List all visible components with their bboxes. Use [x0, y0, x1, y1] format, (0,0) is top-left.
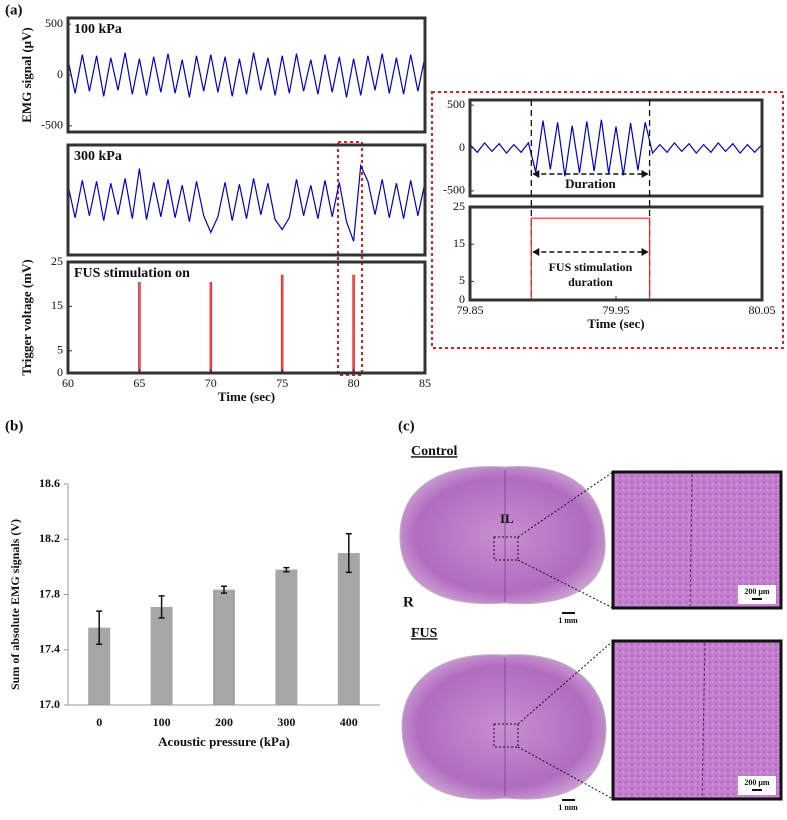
- y-tick-label: 17.8: [39, 586, 60, 600]
- error-bar: [158, 595, 165, 619]
- y-tick-label: 0: [57, 67, 63, 81]
- panel-label: (b): [5, 418, 23, 434]
- label-bg: [558, 177, 623, 193]
- y-tick-label: 17.0: [39, 697, 60, 711]
- bar: [88, 627, 111, 705]
- scale-label: 1 mm: [558, 616, 578, 625]
- scale-bg: [738, 776, 776, 795]
- y-tick-label: 5: [57, 343, 63, 357]
- plot-frame: [66, 260, 427, 375]
- scale-label: 200 μm: [744, 778, 770, 787]
- label-bg: [71, 148, 133, 165]
- y-tick-label: 5: [459, 273, 465, 287]
- error-bar: [221, 585, 227, 594]
- y-tick-label: 18.6: [39, 476, 60, 490]
- x-tick-label: 100: [153, 715, 171, 729]
- bar: [150, 606, 173, 705]
- brain-slice: [399, 466, 606, 605]
- y-axis-label: EMG signal (μV): [19, 27, 34, 122]
- group-label: Control: [411, 444, 458, 459]
- scale-label: 200 μm: [744, 587, 770, 596]
- y-tick-label: 15: [453, 236, 465, 250]
- y-axis-label: Sum of absolute EMG signals (V): [8, 519, 22, 690]
- x-tick-label: 80.05: [749, 303, 776, 317]
- annotation: FUS stimulation duration: [549, 260, 633, 289]
- signal-line: [67, 52, 426, 98]
- inset: [611, 639, 783, 801]
- roi: [493, 536, 519, 561]
- midline: [689, 473, 693, 607]
- connector: [517, 640, 614, 725]
- panel-title: FUS stimulation on: [74, 266, 190, 281]
- x-tick-label: 400: [340, 715, 358, 729]
- x-tick-label: 80: [348, 376, 360, 390]
- zoom-panel-box: [431, 91, 784, 349]
- y-tick-label: 25: [51, 254, 63, 268]
- x-tick-label: 70: [205, 376, 217, 390]
- x-tick-label: 300: [277, 715, 295, 729]
- x-axis-label: Acoustic pressure (kPa): [158, 734, 290, 749]
- plot-frame: [66, 143, 427, 257]
- x-axis-label: Time (sec): [218, 389, 275, 404]
- bar: [213, 589, 235, 705]
- side-label: R: [403, 594, 414, 610]
- error-bar: [96, 610, 103, 645]
- panel-title: 100 kPa: [74, 22, 122, 37]
- connector: [517, 471, 614, 538]
- panel-label: (a): [5, 2, 23, 18]
- y-tick-label: 25: [453, 199, 465, 213]
- bar: [275, 569, 298, 705]
- y-tick-label: -500: [41, 118, 63, 132]
- bar: [337, 553, 360, 705]
- x-tick-label: 79.85: [457, 303, 484, 317]
- y-tick-label: 0: [57, 365, 63, 379]
- region-label: IL: [500, 511, 514, 526]
- y-tick-label: -500: [443, 183, 465, 197]
- connector: [517, 559, 614, 609]
- y-tick-label: 17.4: [39, 642, 60, 656]
- error-bar: [283, 566, 290, 573]
- brain-slice: [401, 654, 607, 800]
- annotation: Duration: [565, 176, 616, 191]
- x-tick-label: 65: [133, 376, 145, 390]
- label-bg: [71, 265, 221, 282]
- plot-frame: [468, 205, 764, 302]
- x-tick-label: 60: [62, 376, 74, 390]
- x-tick-label: 85: [419, 376, 431, 390]
- scale-bg: [738, 585, 776, 604]
- signal-line: [68, 274, 425, 374]
- group-label: FUS: [411, 626, 438, 641]
- panel-title: 300 kPa: [74, 149, 122, 164]
- signal-line: [67, 163, 426, 242]
- roi: [493, 723, 519, 748]
- signal-line: [469, 119, 763, 177]
- y-tick-label: 0: [459, 140, 465, 154]
- y-tick-label: 18.2: [39, 531, 60, 545]
- y-axis-label: Trigger voltage (mV): [19, 259, 34, 375]
- label-bg: [71, 21, 133, 38]
- midline: [701, 642, 706, 798]
- histology-control: [399, 466, 783, 614]
- x-axis-label: Time (sec): [587, 316, 644, 331]
- x-tick-label: 79.95: [603, 303, 630, 317]
- y-tick-label: 0: [459, 292, 465, 306]
- scale-label: 1 mm: [558, 803, 578, 812]
- x-tick-label: 75: [276, 376, 288, 390]
- panel-label: (c): [398, 418, 415, 434]
- histology-fus: [401, 639, 783, 801]
- y-tick-label: 500: [447, 97, 465, 111]
- zoom-box: [337, 141, 363, 376]
- y-tick-label: 500: [45, 16, 63, 30]
- y-tick-label: 15: [51, 298, 63, 312]
- error-bar: [345, 532, 352, 574]
- x-tick-label: 0: [96, 715, 102, 729]
- x-tick-label: 200: [215, 715, 233, 729]
